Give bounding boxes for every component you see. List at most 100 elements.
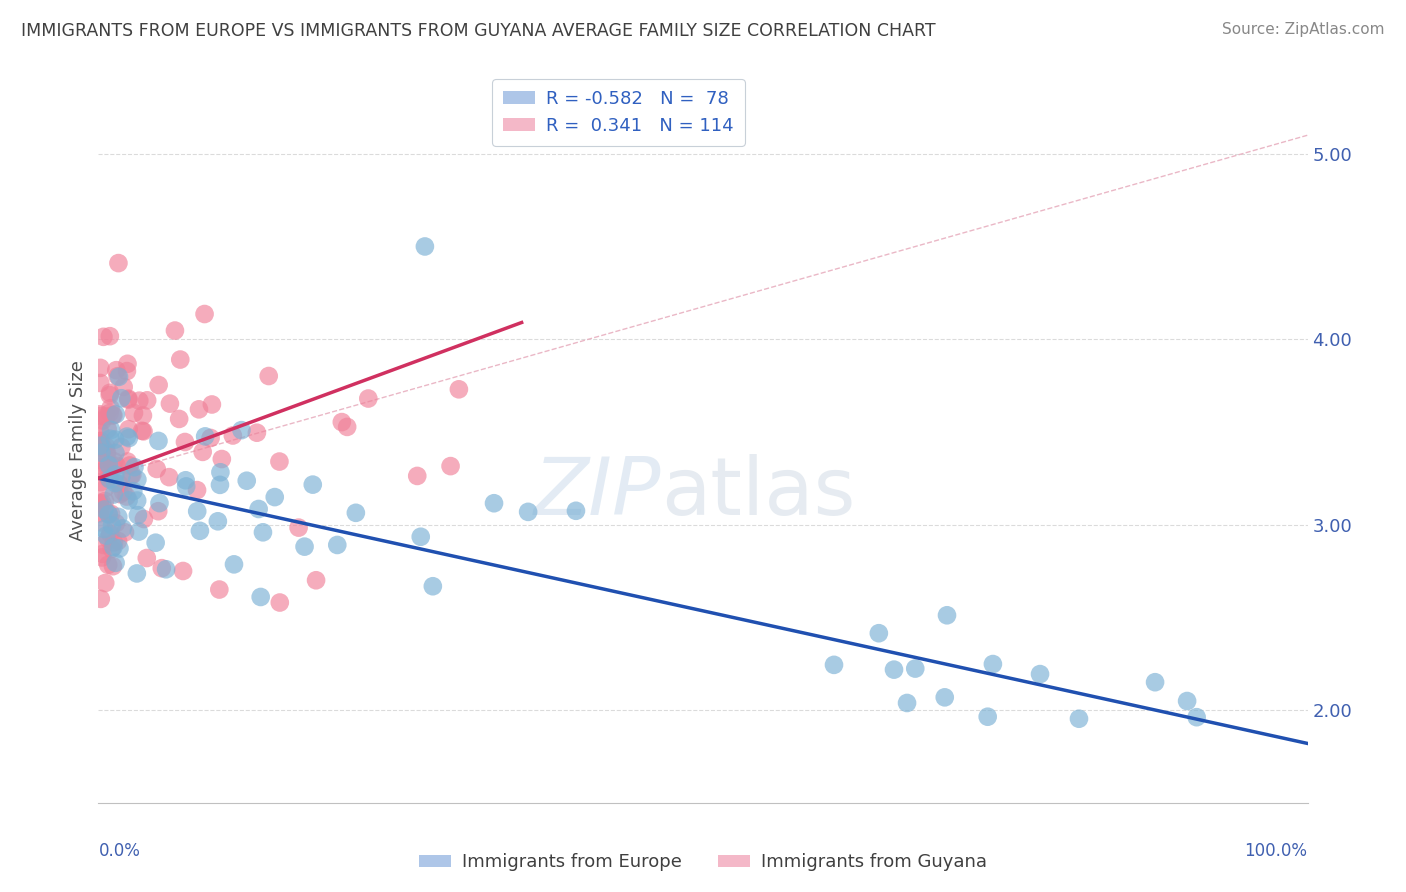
Point xyxy=(104,475,127,490)
Point xyxy=(108,369,131,384)
Point xyxy=(96,458,118,473)
Point xyxy=(976,709,998,723)
Point xyxy=(110,487,132,501)
Point xyxy=(409,530,432,544)
Point xyxy=(172,564,194,578)
Point xyxy=(124,460,146,475)
Point xyxy=(1185,710,1208,724)
Point xyxy=(107,256,129,270)
Point xyxy=(97,471,120,485)
Point xyxy=(104,408,127,422)
Point xyxy=(336,420,359,434)
Point xyxy=(115,429,138,443)
Point xyxy=(247,502,270,516)
Point xyxy=(194,429,217,443)
Point xyxy=(97,422,120,436)
Point xyxy=(131,424,153,438)
Point xyxy=(148,434,170,448)
Point xyxy=(100,423,122,437)
Point xyxy=(97,558,120,572)
Point xyxy=(287,520,309,534)
Point xyxy=(91,538,114,552)
Point xyxy=(110,440,132,454)
Point xyxy=(89,453,111,467)
Point xyxy=(191,445,214,459)
Point xyxy=(110,469,132,483)
Point xyxy=(101,518,124,533)
Point xyxy=(155,562,177,576)
Point xyxy=(1144,675,1167,690)
Point xyxy=(89,376,111,390)
Point xyxy=(208,582,231,597)
Point xyxy=(108,477,131,491)
Point xyxy=(159,396,181,410)
Point xyxy=(936,608,959,623)
Point xyxy=(98,329,121,343)
Point xyxy=(482,496,505,510)
Point xyxy=(89,436,111,450)
Point xyxy=(93,502,115,516)
Point xyxy=(93,441,115,455)
Point xyxy=(188,402,211,417)
Point xyxy=(439,459,461,474)
Point xyxy=(104,467,127,482)
Point xyxy=(981,657,1004,671)
Point xyxy=(117,493,139,508)
Point xyxy=(101,559,124,574)
Point xyxy=(125,566,148,581)
Point xyxy=(121,467,143,482)
Point xyxy=(103,540,125,554)
Legend: Immigrants from Europe, Immigrants from Guyana: Immigrants from Europe, Immigrants from … xyxy=(412,847,994,879)
Point xyxy=(97,458,120,472)
Point xyxy=(91,550,114,565)
Point xyxy=(89,409,111,423)
Text: Source: ZipAtlas.com: Source: ZipAtlas.com xyxy=(1222,22,1385,37)
Point xyxy=(104,556,127,570)
Point xyxy=(344,506,367,520)
Point xyxy=(94,494,117,508)
Y-axis label: Average Family Size: Average Family Size xyxy=(69,360,87,541)
Point xyxy=(447,382,470,396)
Point xyxy=(174,473,197,487)
Point xyxy=(201,397,224,411)
Point xyxy=(104,433,127,447)
Point xyxy=(115,364,138,378)
Point xyxy=(305,574,328,588)
Point xyxy=(90,516,112,530)
Point xyxy=(98,527,121,541)
Point xyxy=(200,431,222,445)
Point xyxy=(193,307,215,321)
Point xyxy=(94,481,117,495)
Point xyxy=(89,497,111,511)
Point xyxy=(127,493,149,508)
Point xyxy=(104,446,127,460)
Point xyxy=(96,445,118,459)
Point xyxy=(97,507,120,521)
Text: atlas: atlas xyxy=(661,454,855,532)
Point xyxy=(246,425,269,440)
Point xyxy=(904,662,927,676)
Point xyxy=(174,435,197,450)
Point xyxy=(132,425,155,439)
Point xyxy=(89,496,111,510)
Point xyxy=(145,535,167,549)
Point xyxy=(89,425,111,440)
Point xyxy=(98,385,121,400)
Point xyxy=(222,558,245,572)
Point xyxy=(167,412,190,426)
Point xyxy=(100,507,122,521)
Point xyxy=(128,524,150,539)
Point xyxy=(823,657,845,672)
Point xyxy=(110,391,132,405)
Point xyxy=(103,409,125,423)
Point xyxy=(207,514,229,528)
Point xyxy=(98,406,121,420)
Point xyxy=(118,458,141,473)
Point xyxy=(120,468,142,483)
Point xyxy=(174,479,197,493)
Point xyxy=(186,483,208,497)
Point xyxy=(94,439,117,453)
Point xyxy=(1175,694,1198,708)
Point xyxy=(100,541,122,556)
Point xyxy=(122,406,145,420)
